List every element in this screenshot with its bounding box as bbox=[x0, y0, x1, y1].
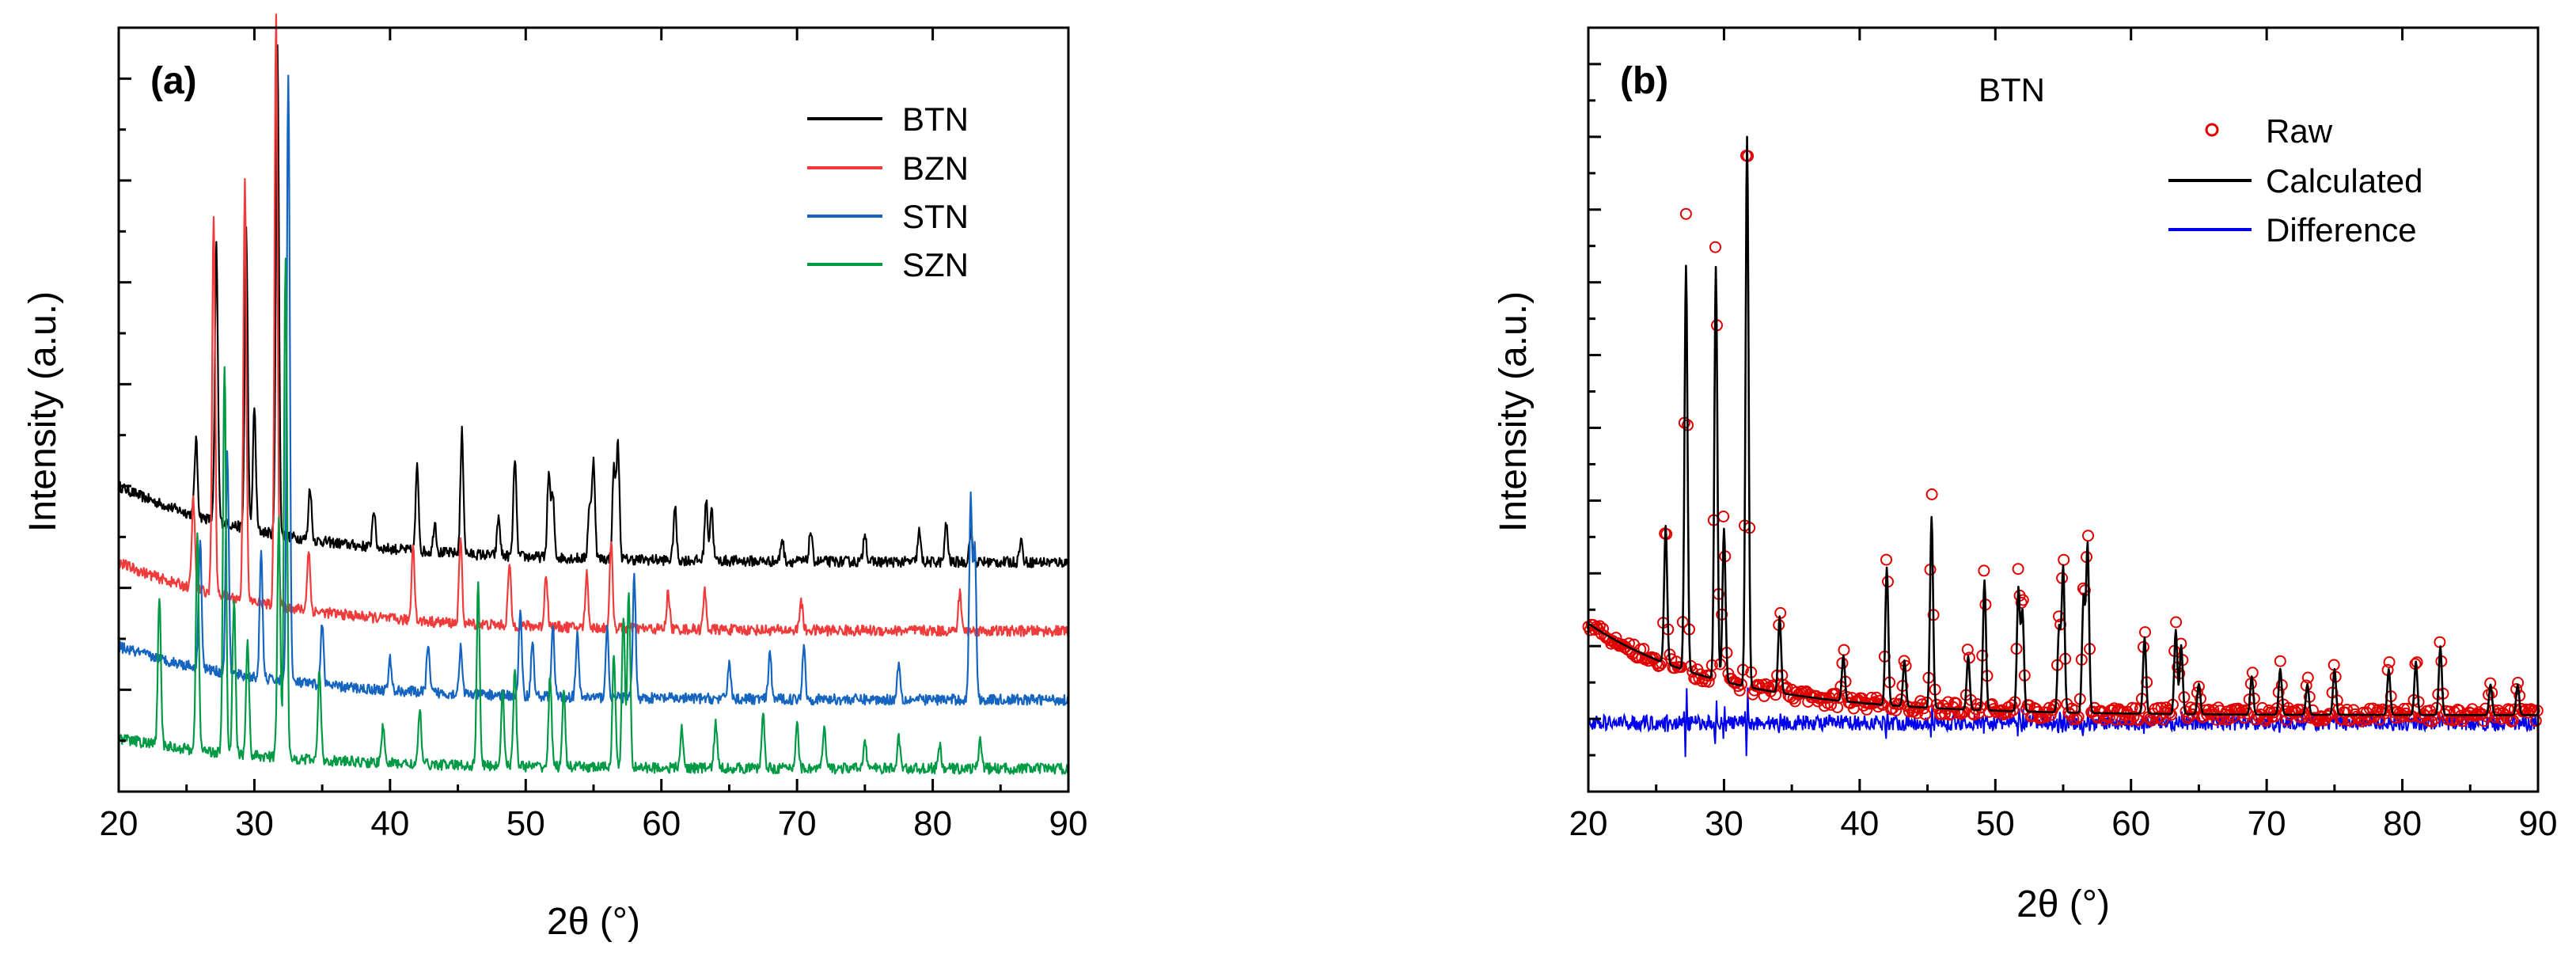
raw-point bbox=[1970, 703, 1982, 716]
raw-point bbox=[2274, 655, 2286, 667]
raw-point bbox=[2448, 705, 2460, 718]
legend-label-btn: BTN bbox=[902, 101, 969, 138]
raw-point bbox=[2070, 712, 2083, 725]
raw-point bbox=[1952, 705, 1964, 718]
panel-a-x-tick-label: 20 bbox=[100, 804, 138, 843]
raw-point bbox=[1880, 553, 1892, 566]
panel-b: 20 30 40 50 60 70 80 90 (b) BTN Raw Calculated … bbox=[1493, 26, 2558, 925]
raw-point bbox=[1709, 241, 1721, 253]
panel-b-ticks: 20 30 40 50 60 70 80 90 bbox=[1569, 28, 2558, 843]
raw-point bbox=[1717, 511, 1730, 522]
raw-point bbox=[1961, 644, 1974, 656]
panel-b-x-tick-label: 40 bbox=[1840, 804, 1879, 843]
raw-point bbox=[1925, 488, 1938, 500]
legend-marker-raw bbox=[2205, 123, 2219, 137]
panel-b-y-axis-title: Intensity (a.u.) bbox=[1493, 291, 1535, 532]
raw-point bbox=[2301, 671, 2314, 684]
panel-a-x-tick-label: 30 bbox=[235, 804, 274, 843]
panel-b-x-axis-title: 2θ (°) bbox=[2016, 883, 2110, 925]
raw-point bbox=[1831, 701, 1844, 713]
raw-point bbox=[2004, 706, 2016, 719]
raw-point bbox=[1838, 644, 1850, 656]
raw-point bbox=[2429, 712, 2441, 725]
raw-point bbox=[2012, 563, 2024, 575]
legend-label-calculated: Calculated bbox=[2266, 162, 2422, 199]
panel-a-label: (a) bbox=[150, 60, 197, 102]
panel-a-legend: BTN BZN STN SZN bbox=[807, 101, 969, 283]
legend-label-bzn: BZN bbox=[902, 150, 969, 187]
legend-label-raw: Raw bbox=[2266, 112, 2333, 150]
panel-b-title: BTN bbox=[1978, 71, 2045, 108]
panel-a: 20 30 40 50 60 70 80 90 (a) BTN BZN STN SZN 2θ … bbox=[22, 13, 1088, 943]
panel-a-plot-frame bbox=[117, 26, 1070, 793]
raw-point bbox=[2170, 616, 2183, 629]
panel-b-x-tick-label: 20 bbox=[1569, 804, 1608, 843]
raw-point bbox=[2479, 702, 2491, 715]
raw-point bbox=[1918, 702, 1930, 715]
panel-b-label: (b) bbox=[1620, 60, 1668, 102]
raw-point bbox=[2192, 680, 2205, 693]
panel-a-x-tick-label: 50 bbox=[506, 804, 545, 843]
panel-a-x-tick-label: 60 bbox=[642, 804, 681, 843]
panel-a-ticks: 20 30 40 50 60 70 80 90 bbox=[100, 28, 1088, 843]
raw-point bbox=[1622, 637, 1635, 650]
raw-point bbox=[1978, 564, 1990, 577]
raw-point bbox=[2383, 656, 2396, 668]
series-bzn-line bbox=[117, 13, 1070, 637]
raw-point bbox=[2426, 716, 2438, 727]
panel-a-x-tick-label: 90 bbox=[1049, 804, 1088, 843]
difference-line bbox=[1588, 687, 2539, 758]
raw-point bbox=[1679, 207, 1692, 220]
legend-label-szn: SZN bbox=[902, 246, 969, 283]
panel-b-series-group bbox=[1582, 135, 2544, 758]
panel-a-x-tick-label: 40 bbox=[370, 804, 409, 843]
raw-point bbox=[1833, 692, 1846, 705]
panel-b-x-tick-label: 60 bbox=[2111, 804, 2150, 843]
raw-point bbox=[2269, 710, 2282, 723]
legend-label-difference: Difference bbox=[2266, 211, 2417, 249]
raw-point bbox=[2058, 553, 2070, 566]
panel-a-x-axis-title: 2θ (°) bbox=[547, 901, 640, 943]
calculated-line bbox=[1588, 135, 2539, 716]
series-szn-line bbox=[117, 257, 1070, 775]
panel-b-x-tick-label: 90 bbox=[2519, 804, 2558, 843]
panel-a-x-tick-label: 70 bbox=[778, 804, 817, 843]
panel-b-x-tick-label: 50 bbox=[1976, 804, 2015, 843]
panel-b-x-tick-label: 80 bbox=[2383, 804, 2422, 843]
panel-b-x-tick-label: 30 bbox=[1705, 804, 1743, 843]
raw-point bbox=[1919, 708, 1932, 720]
raw-point bbox=[2082, 530, 2094, 542]
raw-point bbox=[2139, 626, 2151, 639]
panel-a-y-axis-title: Intensity (a.u.) bbox=[22, 291, 64, 532]
panel-b-legend: Raw Calculated Difference bbox=[2168, 112, 2422, 249]
legend-label-stn: STN bbox=[902, 198, 969, 235]
panel-a-series-group bbox=[117, 13, 1070, 775]
panel-b-x-tick-label: 70 bbox=[2248, 804, 2286, 843]
panel-a-x-tick-label: 80 bbox=[913, 804, 952, 843]
